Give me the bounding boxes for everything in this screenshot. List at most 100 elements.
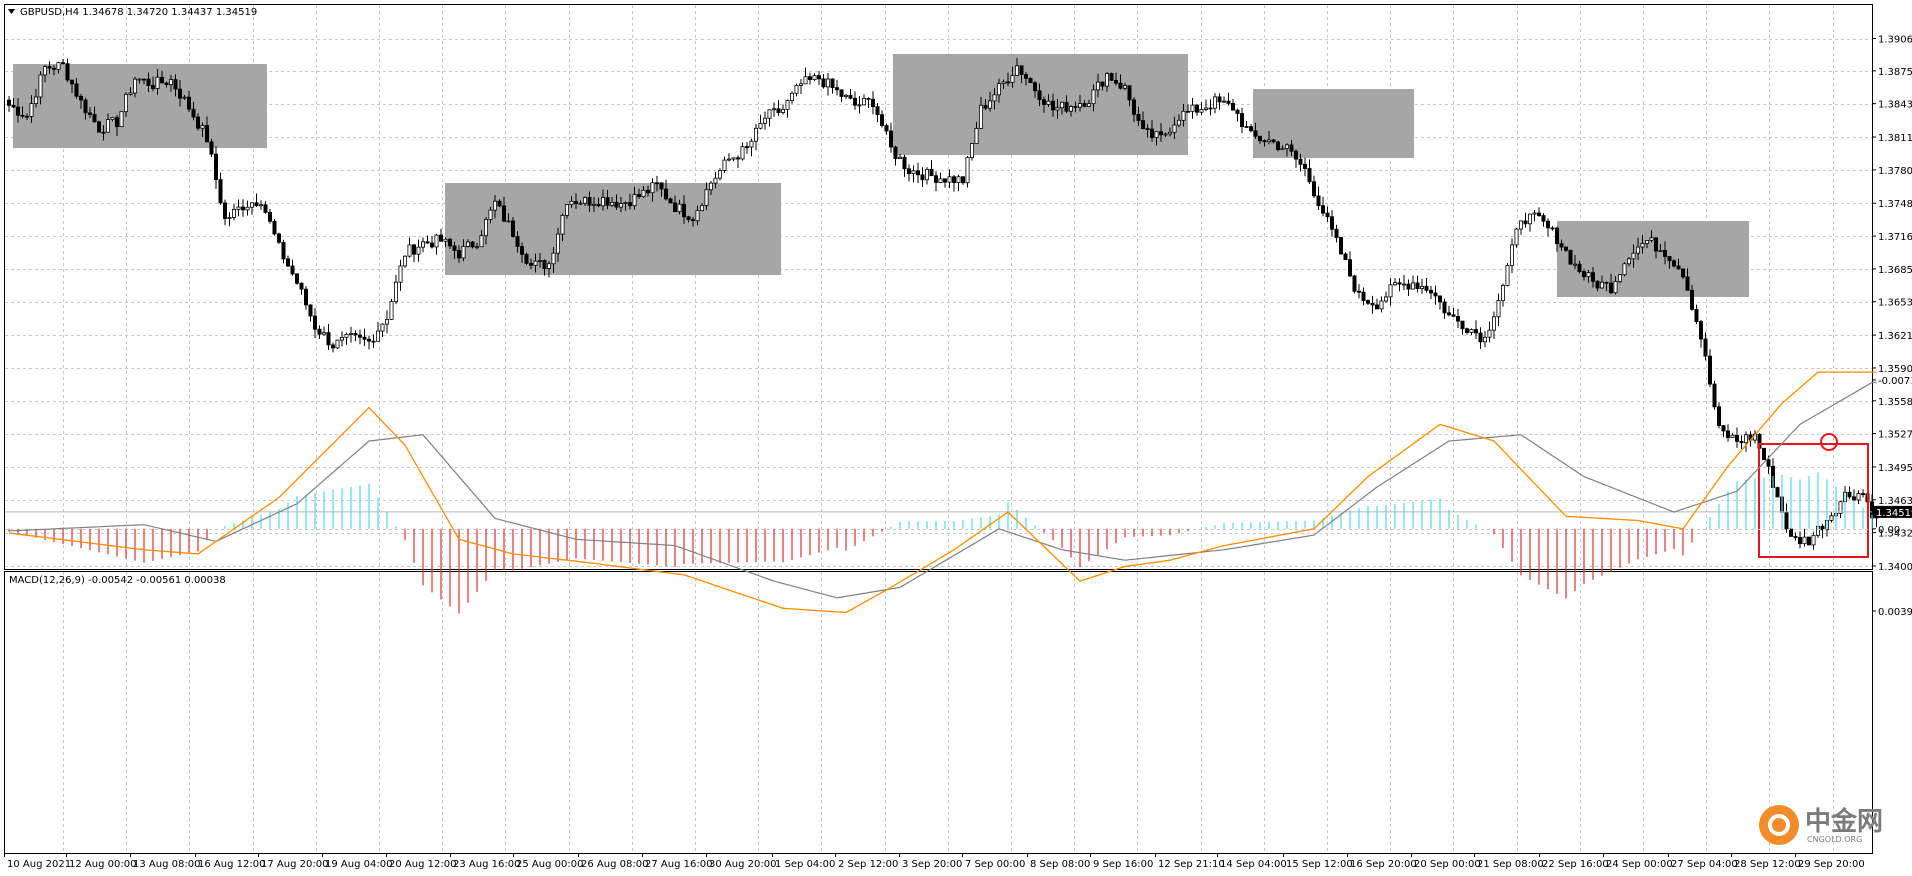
candle — [339, 331, 344, 347]
candle — [1546, 218, 1551, 237]
candle — [1762, 447, 1767, 461]
candle — [1073, 101, 1078, 113]
candle — [925, 167, 930, 185]
candle — [1663, 241, 1668, 265]
candle — [1600, 275, 1605, 289]
highlight-circle — [1820, 433, 1838, 451]
candle — [1708, 349, 1713, 387]
candle — [1091, 84, 1096, 112]
candle — [1424, 277, 1429, 293]
candle — [43, 64, 48, 83]
candle — [956, 174, 961, 192]
candle — [1177, 114, 1182, 128]
candle — [200, 122, 205, 137]
candle — [1712, 380, 1717, 410]
candle — [227, 212, 232, 227]
watermark-logo-inner — [1768, 814, 1790, 836]
candle — [1366, 299, 1371, 306]
candle — [740, 142, 745, 161]
candle — [1042, 96, 1047, 113]
time-tick-label: 20 Aug 12:00 — [389, 859, 456, 870]
candle — [317, 325, 322, 339]
candle — [1028, 77, 1033, 84]
candle — [1226, 92, 1231, 106]
watermark-domain: CNGOLD.ORG — [1807, 835, 1862, 844]
candle — [542, 259, 547, 276]
candle — [1334, 224, 1339, 243]
candle — [47, 61, 52, 74]
candle — [1105, 72, 1110, 92]
time-tick-label: 21 Sep 08:00 — [1477, 859, 1544, 870]
candle — [871, 91, 876, 115]
time-tick-label: 8 Sep 08:00 — [1030, 859, 1090, 870]
candle — [186, 90, 191, 112]
macd-signal-line — [8, 381, 1877, 599]
candle — [848, 88, 853, 100]
candle — [56, 61, 61, 74]
candle — [335, 339, 340, 350]
price-tick-label: 1.34320 — [1878, 529, 1912, 540]
candle — [1627, 257, 1632, 267]
candle — [776, 100, 781, 116]
candle — [1649, 230, 1654, 243]
time-tick-label: 17 Aug 20:00 — [261, 859, 328, 870]
candle — [438, 228, 443, 242]
candle — [92, 106, 97, 123]
candle — [650, 178, 655, 202]
candle — [1271, 138, 1276, 144]
candle — [1078, 95, 1083, 112]
candle — [605, 190, 610, 210]
candle — [641, 186, 646, 199]
candle — [1114, 72, 1119, 86]
time-tick-label: 22 Sep 16:00 — [1542, 859, 1609, 870]
candle — [898, 153, 903, 159]
candle — [1280, 145, 1285, 151]
candle — [245, 200, 250, 216]
candle — [1019, 65, 1024, 84]
candle — [1393, 278, 1398, 286]
candle — [191, 101, 196, 121]
chart-menu-icon[interactable] — [8, 9, 15, 14]
candle — [533, 253, 538, 273]
macd-tick-label: 0.00393 — [1878, 607, 1912, 618]
candle — [1478, 327, 1483, 349]
candle — [1811, 531, 1816, 550]
candle — [952, 174, 957, 192]
candle — [1694, 304, 1699, 325]
candle — [1496, 293, 1501, 326]
candle — [1352, 274, 1357, 294]
candle — [515, 231, 520, 253]
candle — [1406, 279, 1411, 296]
candle — [610, 197, 615, 207]
candle — [177, 80, 182, 107]
candle — [916, 162, 921, 184]
candle — [303, 286, 308, 310]
candle — [366, 335, 371, 350]
macd-main-line — [8, 371, 1877, 614]
candle — [1208, 99, 1213, 116]
candle — [15, 98, 20, 123]
candle — [1838, 500, 1843, 518]
candle — [470, 240, 475, 249]
candle — [1474, 320, 1479, 340]
candle — [1195, 103, 1200, 116]
candle — [195, 113, 200, 131]
candle — [704, 182, 709, 211]
candle — [902, 154, 907, 177]
candle — [465, 239, 470, 248]
candle — [1636, 237, 1641, 261]
candle — [1528, 213, 1533, 232]
macd-pane[interactable] — [4, 571, 1873, 854]
time-tick-label: 1 Sep 04:00 — [775, 859, 835, 870]
time-tick-label: 14 Sep 04:00 — [1220, 859, 1287, 870]
candle — [934, 171, 939, 192]
candle — [330, 342, 335, 353]
candle — [632, 186, 637, 210]
current-price-badge-bg — [1873, 505, 1912, 518]
consolidation-zone — [13, 64, 267, 148]
candle — [231, 204, 236, 221]
candle — [839, 89, 844, 103]
time-tick-label: 2 Sep 12:00 — [838, 859, 898, 870]
candle — [1541, 213, 1546, 227]
